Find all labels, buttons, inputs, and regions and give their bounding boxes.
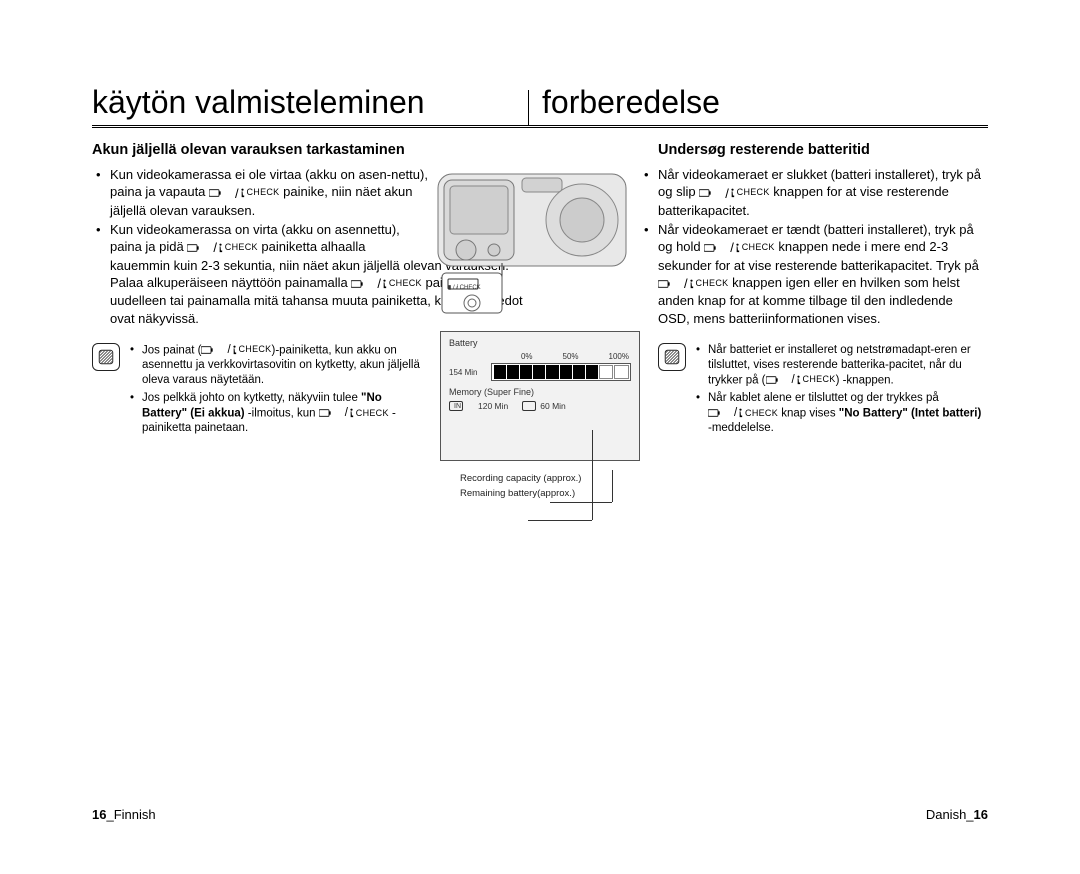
note-right: Når batteriet er installeret og netstrøm… (658, 343, 988, 440)
label-recording: Recording capacity (approx.) (460, 471, 648, 486)
note-right-list: Når batteriet er installeret og netstrøm… (696, 343, 986, 440)
memory-title: Memory (Super Fine) (449, 387, 631, 397)
battery-check-icon: / CHECK (658, 275, 728, 292)
battery-check-icon: / CHECK (704, 239, 774, 256)
note-left-list: Jos painat ( / CHECK )-painiketta, kun a… (130, 343, 430, 440)
label-remaining: Remaining battery(approx.) (460, 486, 648, 501)
subtitle-left: Akun jäljellä olevan varauksen tarkastam… (92, 142, 540, 158)
pct-100: 100% (609, 352, 629, 361)
remaining-min: 154 Min (449, 368, 485, 377)
body-right-item-0: Når videokameraet er slukket (batteri in… (658, 166, 988, 219)
lcd-panel: Battery 0% 50% 100% 154 Min Memory (Supe… (440, 331, 640, 461)
title-left: käytön valmisteleminen (92, 86, 425, 118)
battery-check-icon: / CHECK (766, 373, 836, 388)
battery-check-icon: / CHECK (699, 185, 769, 202)
note-right-0: Når batteriet er installeret og netstrøm… (696, 343, 986, 388)
battery-segment (599, 365, 613, 379)
battery-segment (573, 365, 585, 379)
battery-segment (546, 365, 558, 379)
titles-row: käytön valmisteleminen forberedelse (92, 84, 988, 128)
battery-check-icon: / CHECK (351, 275, 421, 292)
battery-check-icon: / CHECK (201, 343, 271, 358)
battery-check-icon: / CHECK (187, 239, 257, 256)
sd-icon (522, 401, 536, 411)
footer-right-page: 16 (974, 807, 988, 822)
figure-labels: Recording capacity (approx.) Remaining b… (432, 471, 648, 501)
memory-row: IN 120 Min 60 Min (449, 401, 631, 411)
lcd-title: Battery (449, 338, 631, 348)
footer-right-lang: Danish_ (926, 807, 974, 822)
battery-segment (560, 365, 572, 379)
subtitle-right: Undersøg resterende batteritid (658, 142, 988, 158)
battery-segment (494, 365, 506, 379)
mem-value-0: 120 Min (478, 401, 508, 411)
mem-item-1: 60 Min (522, 401, 566, 411)
body-right-item-1: Når videokameraet er tændt (batteri inst… (658, 221, 988, 327)
battery-row: 154 Min (449, 363, 631, 381)
footer-right: Danish_16 (926, 807, 988, 822)
battery-check-icon: / CHECK (209, 185, 279, 202)
note-icon (658, 343, 686, 371)
leader-line (592, 430, 593, 520)
pct-50: 50% (563, 352, 579, 361)
footer-left-page: 16 (92, 807, 106, 822)
battery-segment (614, 365, 628, 379)
battery-segment (507, 365, 519, 379)
footer-left: 16_Finnish (92, 807, 156, 822)
note-right-1: Når kablet alene er tilsluttet og der tr… (696, 391, 986, 436)
battery-segment (586, 365, 598, 379)
note-left-1: Jos pelkkä johto on kytketty, näkyviin t… (130, 391, 430, 436)
title-divider (528, 90, 529, 126)
mem-value-1: 60 Min (540, 401, 566, 411)
lcd-pct-row: 0% 50% 100% (449, 352, 631, 363)
note-left-0: Jos painat ( / CHECK )-painiketta, kun a… (130, 343, 430, 388)
footer: 16_Finnish Danish_16 (92, 807, 988, 822)
note-icon (92, 343, 120, 371)
svg-text:▮ / 𝒊 CHECK: ▮ / 𝒊 CHECK (448, 284, 481, 291)
leader-line (550, 502, 612, 503)
battery-check-icon: / CHECK (708, 406, 778, 421)
pct-0: 0% (521, 352, 533, 361)
battery-bar (491, 363, 631, 381)
leader-line (528, 520, 592, 521)
button-callout: ▮ / 𝒊 CHECK (440, 263, 640, 323)
center-figure: ▮ / 𝒊 CHECK Battery 0% 50% 100% 154 Min … (432, 160, 648, 501)
body-right: Når videokameraet er slukket (batteri in… (640, 166, 988, 327)
leader-line (612, 470, 613, 502)
mem-item-0: IN 120 Min (449, 401, 508, 411)
battery-segment (533, 365, 545, 379)
battery-segment (520, 365, 532, 379)
footer-left-lang: _Finnish (106, 807, 155, 822)
battery-check-icon: / CHECK (319, 406, 389, 421)
title-right: forberedelse (542, 86, 720, 118)
